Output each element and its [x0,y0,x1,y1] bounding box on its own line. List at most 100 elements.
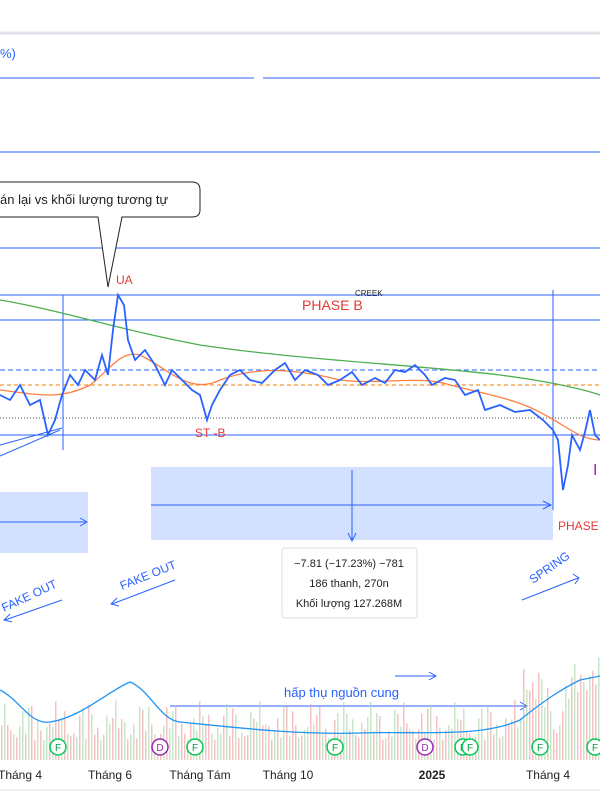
volume-bar [250,711,252,760]
volume-bar [535,699,537,760]
event-label: F [192,743,198,754]
volume-bar [283,706,285,760]
volume-bar [82,707,84,760]
volume-bar [394,709,396,760]
volume-bar [595,684,597,760]
volume-bar [64,711,66,760]
volume-bar [247,734,249,760]
volume-bar [526,689,528,760]
volume-bar [553,729,555,760]
volume-bar [277,718,279,760]
volume-bar [379,715,381,760]
volume-bar [502,736,504,760]
ma-short [0,353,600,441]
volume-bar [541,679,543,760]
time-label: 2025 [419,768,446,782]
volume-bar [139,706,141,760]
volume-bar [421,713,423,760]
volume-bar [55,701,57,760]
volume-bar [292,711,294,760]
volume-bar [487,704,489,760]
volume-bar [592,670,594,760]
callout-bubble [0,181,201,288]
volume-bar [313,723,315,760]
volume-bar [232,708,234,760]
arrow [521,573,580,601]
volume-bar [280,737,282,760]
volume-bar [355,735,357,760]
event-label: F [332,743,338,754]
volume-bar [22,711,24,760]
volume-bar [265,724,267,760]
volume-bar [172,711,174,760]
volume-bar [112,718,114,760]
volume-bar [133,723,135,760]
arrow [110,579,176,607]
volume-bar [142,709,144,760]
time-label: Tháng 4 [0,768,42,782]
volume-bar [448,725,450,760]
volume-bar [358,737,360,760]
event-marker [326,738,344,756]
volume-average [0,675,600,734]
volume-bar [67,733,69,760]
volume-bar [517,727,519,760]
volume-bar [373,731,375,760]
volume-bar [229,736,231,760]
volume-bar [94,734,96,760]
volume-bar [130,734,132,760]
volume-bar [568,698,570,760]
volume-bar [484,739,486,760]
volume-bar [496,724,498,760]
volume-bar [514,700,516,760]
volume-bar [562,711,564,760]
volume-bar [199,700,201,760]
volume-bar [19,726,21,760]
volume-bar [220,733,222,760]
volume-bar [25,733,27,760]
tooltip-line: Khối lượng 127.268M [296,598,402,610]
volume-bar [91,714,93,760]
volume-bar [427,708,429,760]
volume-bar [31,705,33,760]
time-label: Tháng 10 [263,768,314,782]
label-ua: UA [116,273,133,287]
volume-bar [316,715,318,760]
volume-bar [115,700,117,760]
volume-bar [274,731,276,760]
volume-bar [127,739,129,760]
volume-bar [223,715,225,760]
price-line [0,292,600,491]
volume-bar [85,738,87,760]
volume-bar [73,733,75,760]
volume-bar [307,726,309,760]
volume-bar [361,722,363,760]
volume-bar [148,707,150,760]
volume-bar [202,716,204,760]
volume-bar [79,715,81,760]
label-st-b: ST -B [195,426,225,440]
volume-bar [34,739,36,760]
arrow [0,427,63,457]
volume-bar [559,725,561,760]
arrow [395,671,438,681]
volume-bar [547,687,549,760]
volume-bar [397,713,399,760]
volume-bar [241,732,243,760]
ma-long [0,299,600,396]
volume-bar [439,727,441,760]
time-label: Tháng 6 [88,768,132,782]
volume-bar [271,739,273,760]
volume-bar [244,735,246,760]
volume-bar [523,668,525,760]
volume-bar [337,713,339,760]
volume-bar [121,719,123,760]
event-marker [416,738,434,756]
volume-bar [478,718,480,760]
volume-bar [208,714,210,760]
arrow [0,517,89,527]
event-label: D [156,743,163,754]
volume-bar [598,657,600,760]
